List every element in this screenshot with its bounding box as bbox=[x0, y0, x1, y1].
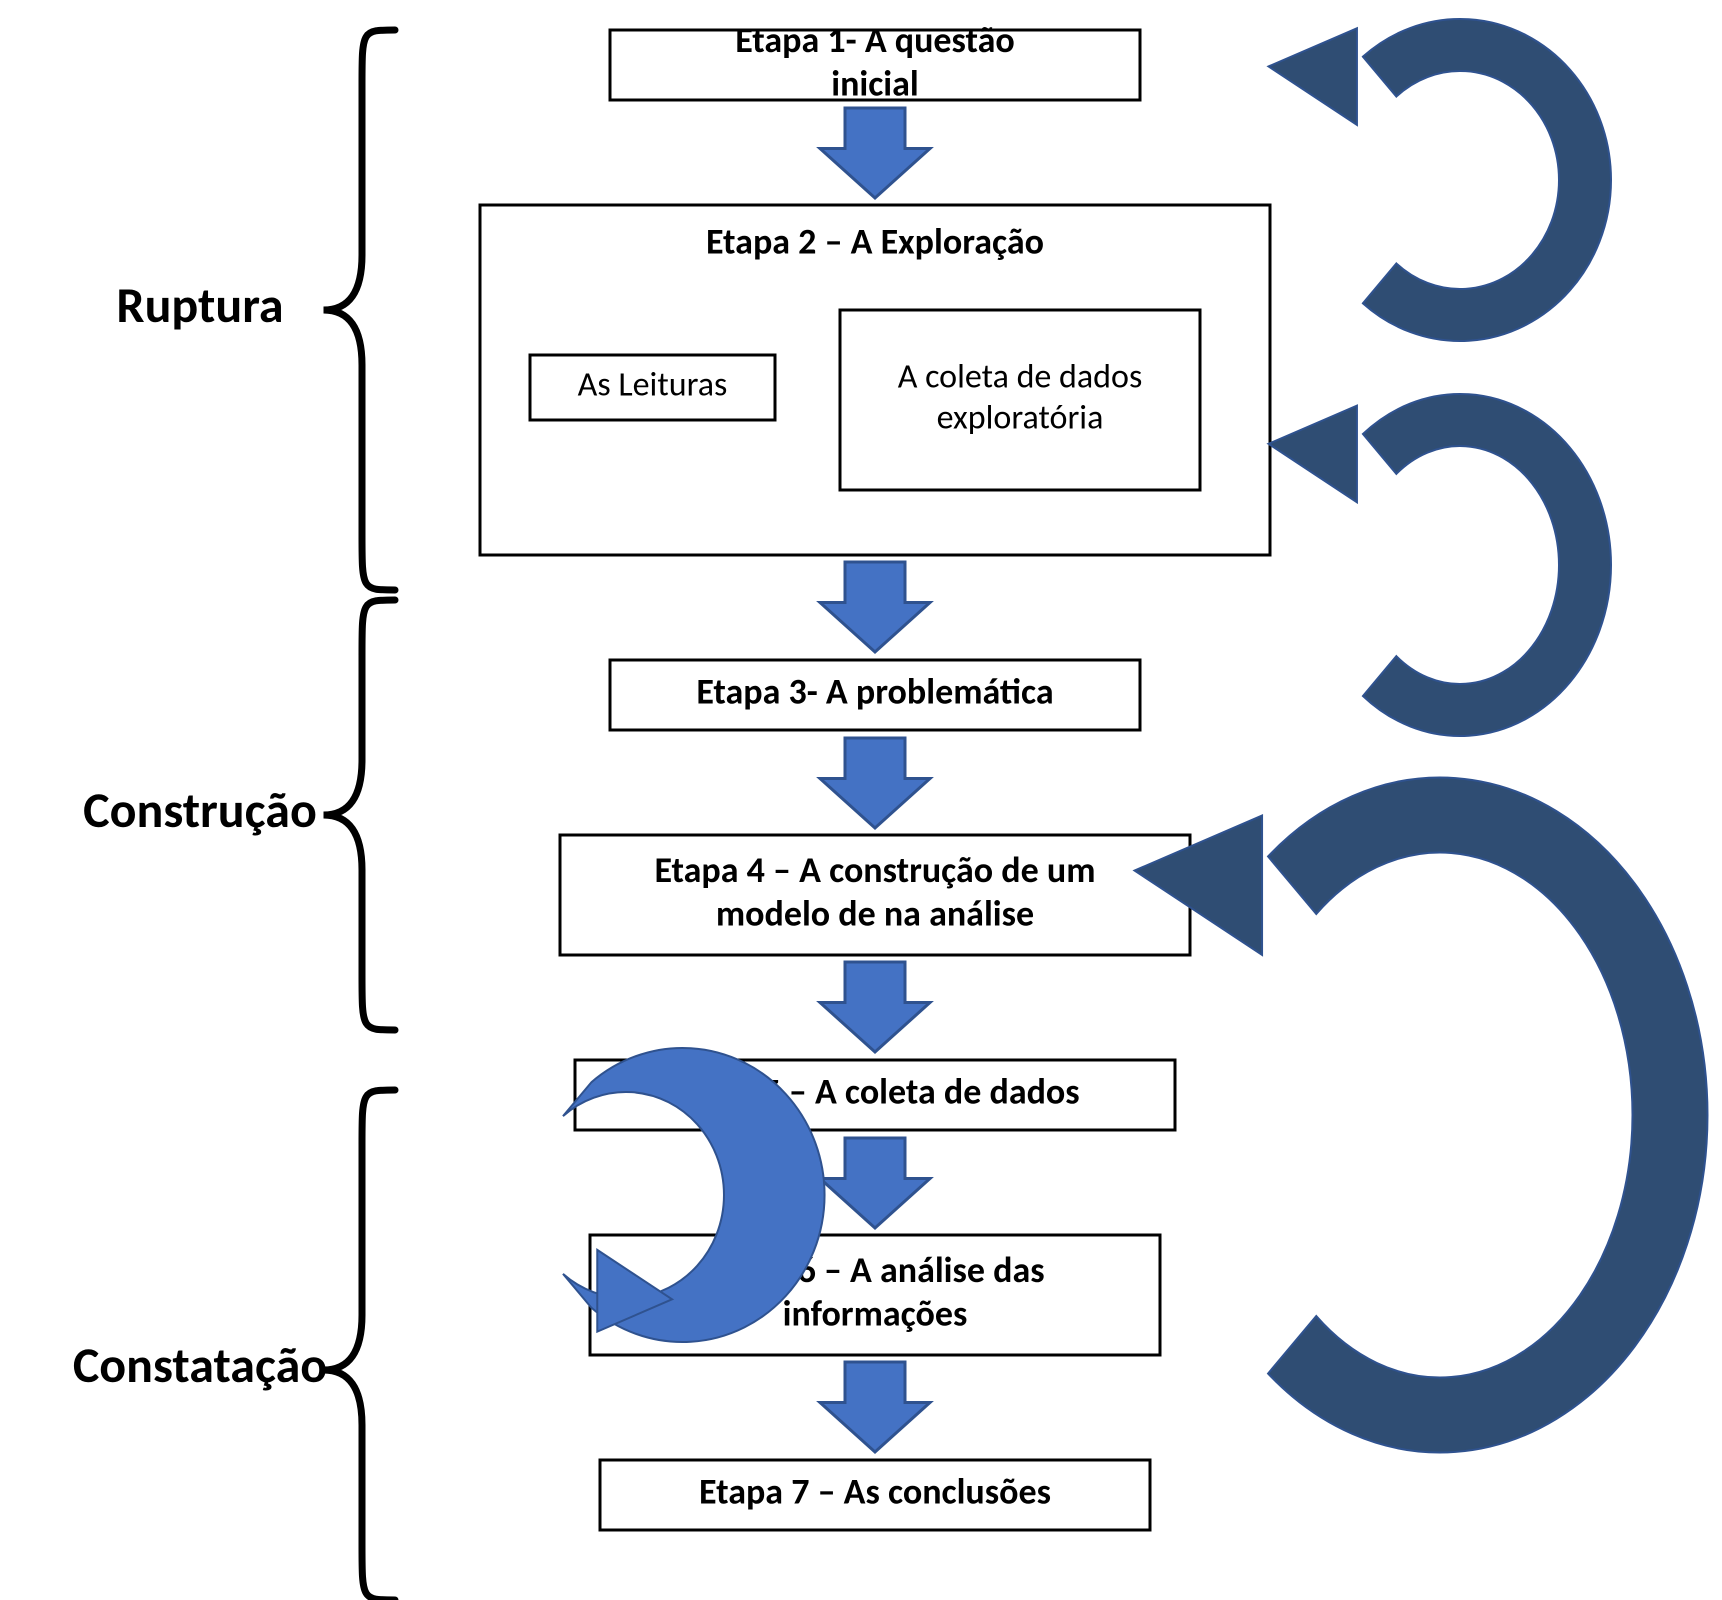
svg-text:informações: informações bbox=[783, 1291, 968, 1335]
svg-text:A coleta de dados: A coleta de dados bbox=[898, 357, 1143, 398]
box-etapa4: Etapa 4 – A construção de ummodelo de na… bbox=[560, 835, 1190, 955]
curve-6-4 bbox=[1135, 778, 1708, 1453]
arr-2-3 bbox=[820, 562, 930, 652]
box-label-etapa4: Etapa 4 – A construção de ummodelo de na… bbox=[655, 848, 1096, 935]
arr-5-6 bbox=[820, 1138, 930, 1228]
svg-text:Etapa 3- A problemática: Etapa 3- A problemática bbox=[696, 670, 1053, 714]
arr-4-5 bbox=[820, 962, 930, 1052]
brace-ruptura bbox=[324, 30, 396, 590]
box-label-etapa3: Etapa 3- A problemática bbox=[696, 670, 1053, 714]
svg-text:Etapa 4 – A construção de um: Etapa 4 – A construção de um bbox=[655, 848, 1096, 892]
phase-label-constatacao: Constatação bbox=[73, 1335, 327, 1396]
svg-text:modelo de na análise: modelo de na análise bbox=[716, 891, 1034, 935]
curve-3-2 bbox=[1269, 394, 1611, 736]
box-etapa2_sub2: A coleta de dadosexploratória bbox=[840, 310, 1200, 490]
curve-5-6 bbox=[563, 1048, 825, 1342]
box-label-etapa7: Etapa 7 – As conclusões bbox=[699, 1470, 1051, 1514]
svg-text:exploratória: exploratória bbox=[937, 398, 1104, 439]
brace-constatacao bbox=[324, 1090, 396, 1600]
box-etapa7: Etapa 7 – As conclusões bbox=[600, 1460, 1150, 1530]
arr-3-4 bbox=[820, 738, 930, 828]
svg-text:Etapa 1- A questão: Etapa 1- A questão bbox=[735, 18, 1015, 62]
box-label-etapa2_sub1: As Leituras bbox=[578, 365, 728, 406]
phase-label-ruptura: Ruptura bbox=[116, 275, 283, 336]
box-etapa1: Etapa 1- A questãoinicial bbox=[610, 18, 1140, 105]
svg-text:inicial: inicial bbox=[831, 61, 919, 105]
box-etapa2_sub1: As Leituras bbox=[530, 355, 775, 420]
arr-6-7 bbox=[820, 1362, 930, 1452]
box-label-etapa2: Etapa 2 – A Exploração bbox=[706, 220, 1044, 264]
arr-1-2 bbox=[820, 108, 930, 198]
box-etapa3: Etapa 3- A problemática bbox=[610, 660, 1140, 730]
phase-label-construcao: Construção bbox=[83, 780, 317, 841]
svg-text:As Leituras: As Leituras bbox=[578, 365, 728, 406]
brace-construcao bbox=[324, 600, 396, 1030]
curve-2-1 bbox=[1269, 19, 1611, 341]
svg-text:Etapa 7 – As conclusões: Etapa 7 – As conclusões bbox=[699, 1470, 1051, 1514]
